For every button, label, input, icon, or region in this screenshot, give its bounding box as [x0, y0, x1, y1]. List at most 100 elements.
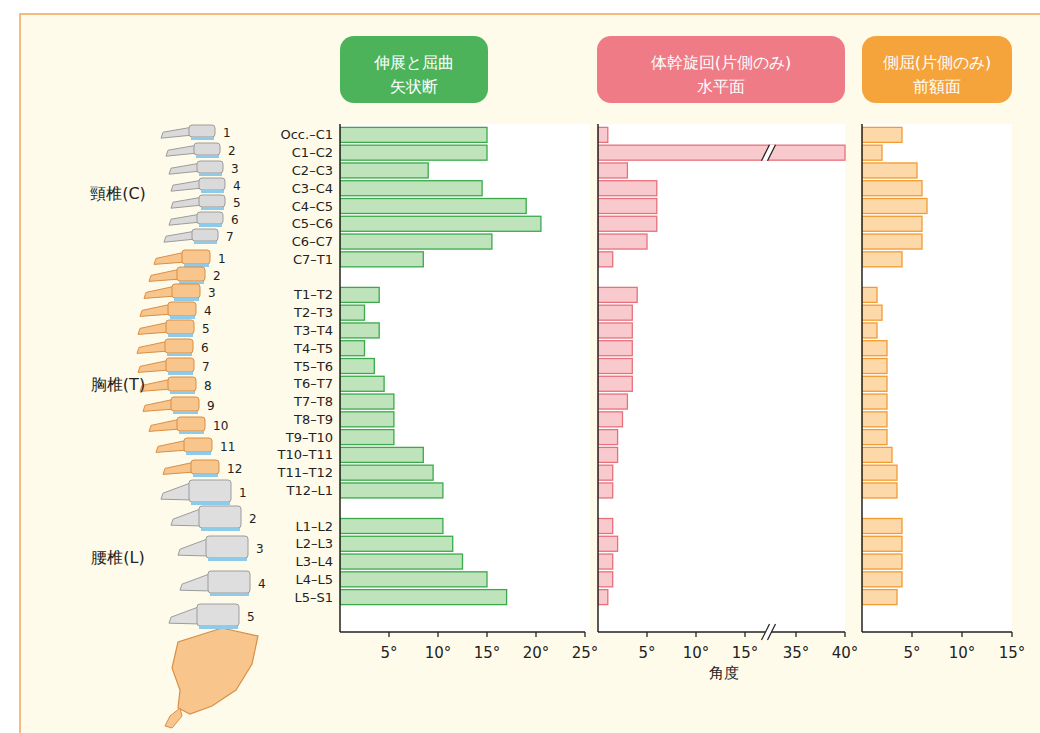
bar — [340, 305, 365, 320]
bar — [340, 483, 443, 498]
vertebra-number: 7 — [202, 360, 210, 374]
bar — [598, 536, 618, 551]
spinous-process — [154, 252, 186, 264]
bar — [862, 181, 922, 196]
vertebra — [197, 604, 239, 626]
spinous-process — [163, 462, 195, 474]
vertebra-number: 5 — [233, 196, 241, 210]
vertebra — [184, 438, 212, 452]
x-axis-line — [598, 631, 845, 633]
y-axis-line — [597, 124, 599, 632]
coccyx — [165, 708, 182, 728]
panel-subtitle: 水平面 — [697, 77, 745, 96]
bar — [340, 359, 374, 374]
category-label: Occ.–C1 — [280, 127, 333, 142]
bar — [340, 216, 541, 231]
vertebra — [189, 480, 231, 502]
bar — [862, 554, 902, 569]
bar — [598, 465, 613, 480]
vertebra — [166, 320, 194, 334]
bar — [862, 234, 922, 249]
bar — [598, 483, 613, 498]
bar — [598, 412, 623, 427]
tick-label: 10° — [425, 644, 452, 662]
vertebra-number: 2 — [228, 144, 236, 158]
disc — [201, 528, 240, 531]
vertebra — [192, 229, 218, 241]
region-label: 腰椎(L) — [91, 548, 144, 567]
category-label: T9–T10 — [285, 430, 333, 445]
vertebra-number: 5 — [202, 322, 210, 336]
bar — [598, 163, 627, 178]
bar — [340, 572, 487, 587]
panel: 伸展と屈曲矢状断Occ.–C1C1–C2C2–C3C3–C4C4–C5C5–C6… — [277, 36, 599, 662]
category-label: C6–C7 — [292, 234, 333, 249]
vertebra-number: 1 — [223, 126, 231, 140]
disc — [196, 155, 219, 158]
tick-label: 20° — [523, 644, 550, 662]
disc — [208, 558, 247, 561]
spinous-process — [149, 419, 181, 431]
vertebra — [171, 397, 199, 411]
vertebra-number: 3 — [256, 542, 264, 556]
tick-label: 40° — [832, 644, 859, 662]
spinous-process — [171, 197, 203, 208]
spinous-process — [140, 304, 172, 316]
tick-mark — [695, 632, 696, 637]
bar — [598, 519, 613, 534]
disc — [199, 173, 222, 176]
category-label: T3–T4 — [293, 323, 333, 338]
category-label: L3–L4 — [295, 554, 333, 569]
chart-root: 1234567頸椎(C)123456789101112胸椎(T)12345腰椎(… — [0, 0, 1040, 733]
bar — [598, 199, 657, 214]
panel: 体幹旋回(片側のみ)水平面5°10°15°35°40°角度 — [597, 36, 858, 682]
bar — [340, 127, 487, 142]
disc — [193, 474, 218, 477]
panel-title: 伸展と屈曲 — [373, 53, 454, 72]
region-label: 胸椎(T) — [91, 375, 145, 394]
category-label: C7–T1 — [293, 252, 333, 267]
bar — [862, 572, 902, 587]
disc — [174, 298, 199, 301]
y-axis-line — [861, 124, 863, 632]
spinous-process — [169, 606, 201, 624]
tick-mark — [437, 632, 438, 637]
bar — [862, 341, 887, 356]
tick-mark — [844, 632, 845, 637]
bar — [340, 536, 453, 551]
vertebra-number: 8 — [204, 379, 212, 393]
vertebra-number: 6 — [231, 213, 239, 227]
spinous-process — [161, 482, 193, 500]
tick-mark — [646, 632, 647, 637]
vertebra — [168, 377, 196, 391]
bar — [340, 287, 379, 302]
bar — [340, 341, 365, 356]
bar — [862, 376, 887, 391]
category-label: C2–C3 — [292, 163, 333, 178]
vertebra — [191, 460, 219, 474]
tick-label: 25° — [572, 644, 599, 662]
plot-background — [340, 124, 590, 632]
bar — [598, 590, 608, 605]
bar — [598, 181, 657, 196]
disc — [167, 353, 192, 356]
vertebra-number: 10 — [213, 419, 228, 433]
spinous-process — [161, 127, 193, 138]
bar — [862, 216, 922, 231]
vertebra-number: 1 — [239, 486, 247, 500]
spine-illustration: 1234567頸椎(C)123456789101112胸椎(T)12345腰椎(… — [90, 125, 265, 728]
disc — [168, 334, 193, 337]
spinous-process — [164, 231, 196, 242]
category-label: T8–T9 — [293, 412, 333, 427]
bar — [340, 323, 379, 338]
vertebra-number: 9 — [207, 399, 215, 413]
bar — [598, 572, 613, 587]
vertebra-number: 4 — [258, 577, 266, 591]
vertebra — [166, 358, 194, 372]
vertebra-number: 11 — [220, 440, 235, 454]
bar — [862, 483, 897, 498]
vertebra — [177, 417, 205, 431]
vertebra-number: 7 — [226, 230, 234, 244]
title-pill — [597, 36, 845, 103]
category-label: L2–L3 — [295, 536, 333, 551]
